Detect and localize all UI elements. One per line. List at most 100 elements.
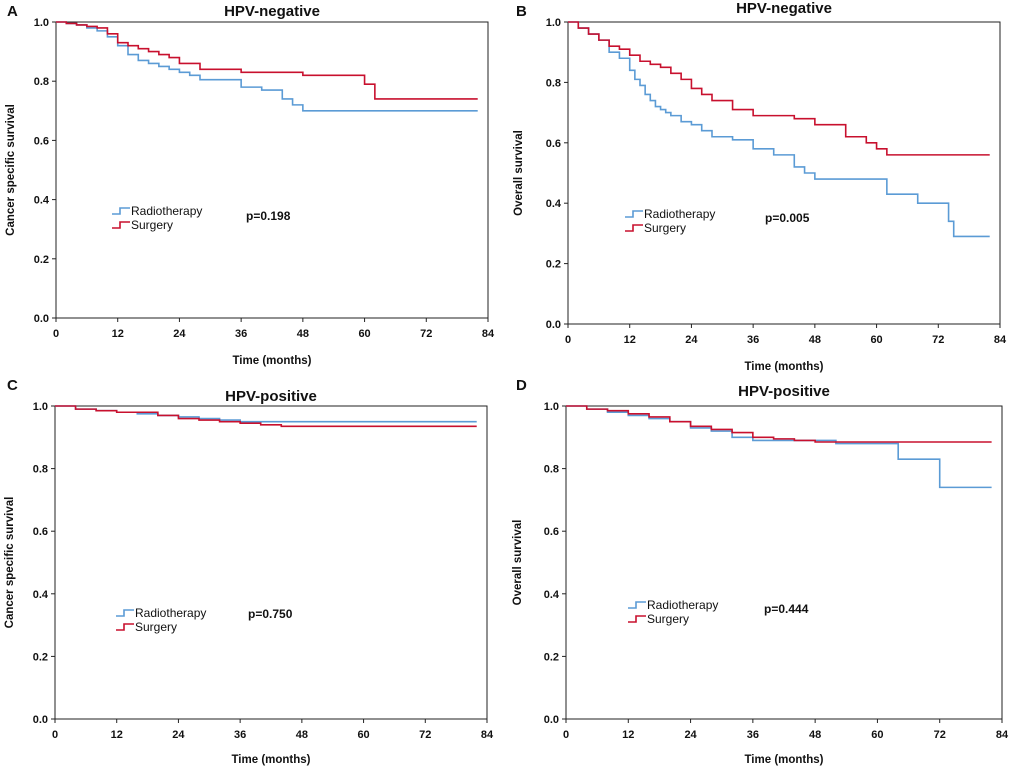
p-value: p=0.005 bbox=[765, 211, 810, 225]
x-axis-label: Time (months) bbox=[744, 361, 823, 373]
km-curve-radiotherapy bbox=[56, 21, 478, 112]
y-tick-label: 0.2 bbox=[33, 651, 48, 663]
y-tick-label: 0.0 bbox=[33, 714, 48, 726]
legend-swatch-surgery bbox=[116, 623, 134, 631]
y-axis-label: Overall survival bbox=[512, 520, 524, 606]
x-tick-label: 36 bbox=[747, 334, 759, 346]
legend-swatch-radiotherapy bbox=[116, 609, 134, 617]
x-tick-label: 84 bbox=[996, 729, 1009, 741]
y-tick-label: 0.8 bbox=[544, 464, 559, 476]
panel-a: A HPV-negative 0 12 24 36 48 60 72 84 0.0 0.2 0.4 0.6… bbox=[5, 3, 495, 367]
km-curve-radiotherapy bbox=[568, 21, 990, 238]
y-tick-label: 1.0 bbox=[34, 17, 49, 29]
km-curve-surgery bbox=[566, 405, 992, 443]
x-tick-label: 84 bbox=[994, 334, 1007, 346]
y-tick-label: 0.6 bbox=[544, 526, 559, 538]
plot-frame bbox=[567, 21, 1001, 325]
legend-label-radiotherapy: Radiotherapy bbox=[131, 204, 202, 218]
legend-swatch-surgery bbox=[112, 221, 130, 229]
panel-letter: D bbox=[516, 377, 527, 394]
legend-label-radiotherapy: Radiotherapy bbox=[647, 598, 718, 612]
km-curve-surgery bbox=[55, 405, 477, 428]
x-tick-label: 48 bbox=[809, 729, 821, 741]
chart-title: HPV-positive bbox=[225, 388, 317, 405]
legend-label-surgery: Surgery bbox=[644, 221, 686, 235]
x-tick-label: 12 bbox=[111, 729, 123, 741]
x-tick-label: 0 bbox=[563, 729, 569, 741]
x-axis-label: Time (months) bbox=[744, 754, 823, 766]
y-tick-label: 0.8 bbox=[546, 77, 561, 89]
x-tick-label: 60 bbox=[871, 729, 883, 741]
p-value: p=0.750 bbox=[248, 607, 293, 621]
x-tick-label: 24 bbox=[172, 729, 185, 741]
legend-swatch-radiotherapy bbox=[112, 207, 130, 215]
legend-label-radiotherapy: Radiotherapy bbox=[135, 606, 206, 620]
y-tick-label: 0.0 bbox=[34, 313, 49, 325]
x-tick-label: 0 bbox=[53, 328, 59, 340]
x-tick-label: 12 bbox=[624, 334, 636, 346]
y-tick-label: 1.0 bbox=[546, 17, 561, 29]
legend-swatch-surgery bbox=[625, 224, 643, 232]
y-tick-label: 0.4 bbox=[546, 198, 562, 210]
x-tick-label: 72 bbox=[934, 729, 946, 741]
x-tick-label: 0 bbox=[52, 729, 58, 741]
y-tick-label: 1.0 bbox=[33, 401, 48, 413]
km-curve-radiotherapy bbox=[566, 405, 992, 489]
x-tick-label: 72 bbox=[420, 328, 432, 340]
plot-frame bbox=[55, 21, 489, 319]
x-tick-label: 36 bbox=[234, 729, 246, 741]
km-curve-surgery bbox=[56, 21, 478, 100]
y-tick-label: 0.2 bbox=[34, 254, 49, 266]
y-tick-label: 0.8 bbox=[33, 464, 48, 476]
legend-label-radiotherapy: Radiotherapy bbox=[644, 207, 715, 221]
panel-letter: A bbox=[7, 3, 18, 20]
panel-c: C HPV-positive 0 12 24 36 48 60 72 84 0.0 0.2 0.4 0.6… bbox=[4, 377, 494, 766]
y-tick-label: 0.4 bbox=[34, 195, 50, 207]
y-axis-label: Cancer specific survival bbox=[4, 497, 16, 629]
x-tick-label: 24 bbox=[684, 729, 697, 741]
x-tick-label: 12 bbox=[112, 328, 124, 340]
x-tick-label: 72 bbox=[932, 334, 944, 346]
y-tick-label: 0.6 bbox=[546, 138, 561, 150]
legend-swatch-surgery bbox=[628, 615, 646, 623]
chart-title: HPV-positive bbox=[738, 383, 830, 400]
x-tick-label: 48 bbox=[809, 334, 821, 346]
chart-title: HPV-negative bbox=[736, 0, 832, 17]
x-tick-label: 24 bbox=[173, 328, 186, 340]
x-tick-label: 24 bbox=[685, 334, 698, 346]
y-tick-label: 1.0 bbox=[544, 401, 559, 413]
plot-frame bbox=[565, 405, 1003, 720]
x-tick-label: 0 bbox=[565, 334, 571, 346]
legend-label-surgery: Surgery bbox=[131, 218, 173, 232]
km-curve-surgery bbox=[568, 21, 990, 156]
legend-label-surgery: Surgery bbox=[135, 620, 177, 634]
p-value: p=0.444 bbox=[764, 602, 809, 616]
x-tick-label: 60 bbox=[357, 729, 369, 741]
y-tick-label: 0.0 bbox=[546, 319, 561, 331]
y-axis-label: Overall survival bbox=[513, 130, 525, 216]
x-axis-label: Time (months) bbox=[231, 754, 310, 766]
x-tick-label: 84 bbox=[481, 729, 494, 741]
y-tick-label: 0.4 bbox=[544, 589, 560, 601]
legend-label-surgery: Surgery bbox=[647, 612, 689, 626]
km-curve-radiotherapy bbox=[55, 405, 477, 423]
y-tick-label: 0.4 bbox=[33, 589, 49, 601]
panel-d: D HPV-positive 0 12 24 36 48 60 72 84 0.0 0.2 0.4 0.6… bbox=[512, 377, 1009, 766]
y-tick-label: 0.6 bbox=[34, 135, 49, 147]
x-tick-label: 48 bbox=[296, 729, 308, 741]
p-value: p=0.198 bbox=[246, 209, 291, 223]
x-tick-label: 60 bbox=[870, 334, 882, 346]
panel-letter: C bbox=[7, 377, 18, 394]
y-tick-label: 0.6 bbox=[33, 526, 48, 538]
y-tick-label: 0.0 bbox=[544, 714, 559, 726]
legend-swatch-radiotherapy bbox=[628, 601, 646, 609]
x-tick-label: 84 bbox=[482, 328, 495, 340]
y-tick-label: 0.8 bbox=[34, 76, 49, 88]
panel-b: B HPV-negative 0 12 24 36 48 60 72 84 0.0 0.2 0.4 0.6… bbox=[513, 0, 1007, 373]
x-axis-label: Time (months) bbox=[232, 355, 311, 367]
x-tick-label: 60 bbox=[358, 328, 370, 340]
legend-swatch-radiotherapy bbox=[625, 210, 643, 218]
x-tick-label: 12 bbox=[622, 729, 634, 741]
panel-letter: B bbox=[516, 3, 527, 20]
